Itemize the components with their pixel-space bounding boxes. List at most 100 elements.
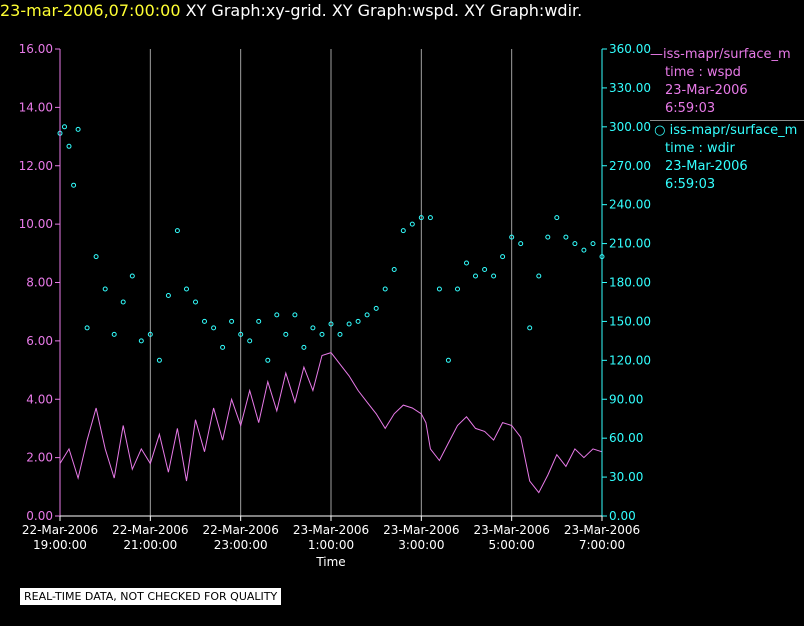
wdir-point [436, 286, 442, 292]
right-axis-tick-label: 300.00 [609, 120, 651, 134]
wdir-point [238, 331, 244, 337]
wdir-point [120, 299, 126, 305]
left-axis-tick-label: 0.00 [26, 509, 53, 523]
wdir-point [229, 318, 235, 324]
wdir-point [147, 331, 153, 337]
legend-wspd-var: time : wspd [665, 65, 741, 80]
wdir-point [382, 286, 388, 292]
right-axis-tick-label: 330.00 [609, 81, 651, 95]
right-axis-tick-label: 210.00 [609, 237, 651, 251]
grid-layer [59, 49, 603, 516]
right-axis-tick-label: 360.00 [609, 42, 651, 56]
right-axis-tick-label: 0.00 [609, 509, 636, 523]
wdir-point [391, 267, 397, 272]
wdir-point [193, 299, 198, 305]
wdir-point [464, 260, 469, 266]
wdir-point [102, 286, 108, 292]
x-axis-tick-time: 23:00:00 [214, 538, 268, 552]
wdir-point [256, 318, 262, 324]
right-axis-tick-label: 240.00 [609, 198, 651, 212]
wdir-point [319, 331, 325, 337]
wdir-point [346, 321, 352, 327]
title-bar: 23-mar-2006,07:00:00 XY Graph:xy-grid. X… [0, 0, 804, 30]
circle-marker-icon: ○ [650, 123, 670, 138]
right-axis-tick-label: 90.00 [609, 392, 643, 406]
wdir-point [590, 241, 596, 247]
wdir-point [202, 318, 207, 324]
axes-layer: 0.00 2.00 4.00 6.00 8.00 10.00 12.00 14.00 16.00… [19, 42, 651, 552]
wdir-point [220, 344, 226, 350]
left-axis-tick-label: 12.00 [19, 159, 53, 173]
wdir-point [66, 143, 72, 149]
legend-wdir-time: 6:59:03 [665, 177, 716, 192]
left-axis-tick-label: 4.00 [26, 392, 53, 406]
wdir-point [184, 286, 189, 292]
x-axis-tick-time: 1:00:00 [308, 538, 354, 552]
wdir-point [563, 234, 569, 240]
right-axis-tick-label: 270.00 [609, 159, 651, 173]
wdir-point [274, 312, 280, 318]
wdir-point [500, 254, 506, 260]
wdir-point [337, 331, 343, 337]
wdir-point [427, 215, 433, 221]
wdir-point [310, 325, 316, 331]
x-axis-tick-date: 22-Mar-2006 [112, 523, 188, 537]
legend-wspd-date: 23-Mar-2006 [665, 83, 748, 98]
x-axis-tick-date: 22-Mar-2006 [202, 523, 278, 537]
legend-entry-wspd: —iss-mapr/surface_m time : wspd 23-Mar-2… [650, 46, 804, 118]
wdir-point [265, 357, 271, 363]
x-axis-tick-date: 22-Mar-2006 [22, 523, 98, 537]
left-axis-tick-label: 14.00 [19, 100, 53, 114]
wdir-point [156, 357, 162, 363]
left-axis-tick-label: 16.00 [19, 42, 53, 56]
legend: —iss-mapr/surface_m time : wspd 23-Mar-2… [650, 44, 804, 194]
wdir-point [509, 234, 515, 240]
wdir-point [301, 344, 307, 350]
wdir-point [491, 273, 497, 279]
legend-entry-wdir: ○ iss-mapr/surface_m time : wdir 23-Mar-… [650, 122, 804, 194]
wdir-point [111, 331, 117, 337]
left-axis-tick-label: 6.00 [26, 334, 53, 348]
left-axis-tick-label: 8.00 [26, 276, 53, 290]
legend-wspd-time: 6:59:03 [665, 101, 716, 116]
right-axis-tick-label: 30.00 [609, 470, 643, 484]
wdir-point [581, 247, 587, 253]
wdir-point [129, 273, 135, 279]
wdir-point [545, 234, 551, 240]
wdir-point [364, 312, 370, 318]
wdir-point [536, 273, 542, 279]
wdir-point [355, 318, 361, 324]
wdir-point [554, 215, 560, 221]
wdir-point [482, 267, 488, 272]
right-axis-tick-label: 60.00 [609, 431, 643, 445]
x-axis-tick-time: 5:00:00 [489, 538, 535, 552]
wdir-point [292, 312, 298, 318]
x-axis-tick-date: 23-Mar-2006 [293, 523, 369, 537]
title-graph-list: XY Graph:xy-grid. XY Graph:wspd. XY Grap… [185, 1, 583, 20]
legend-wdir-date: 23-Mar-2006 [665, 159, 748, 174]
left-axis-tick-label: 2.00 [26, 451, 53, 465]
wdir-point [75, 126, 81, 132]
wdir-point [518, 241, 524, 247]
quality-note: REAL-TIME DATA, NOT CHECKED FOR QUALITY [20, 588, 282, 605]
x-axis-tick-time: 19:00:00 [33, 538, 87, 552]
x-axis-tick-date: 23-Mar-2006 [383, 523, 459, 537]
wdir-point [527, 325, 533, 331]
x-axis-tick-date: 23-Mar-2006 [473, 523, 549, 537]
title-date: 23-mar-2006,07:00:00 [0, 1, 181, 20]
right-axis-tick-label: 120.00 [609, 353, 651, 367]
x-axis-label: Time [315, 555, 345, 569]
wdir-point [62, 124, 67, 130]
wdir-point [572, 241, 578, 247]
wdir-point [247, 338, 253, 344]
wdir-point [400, 228, 406, 234]
legend-wdir-var: time : wdir [665, 141, 735, 156]
wdir-point [283, 331, 289, 337]
x-axis-tick-time: 21:00:00 [123, 538, 177, 552]
wdir-point [211, 325, 217, 331]
wdir-point [84, 325, 90, 331]
legend-separator [650, 120, 804, 121]
wdir-point [328, 321, 334, 327]
wdir-point [93, 254, 99, 260]
